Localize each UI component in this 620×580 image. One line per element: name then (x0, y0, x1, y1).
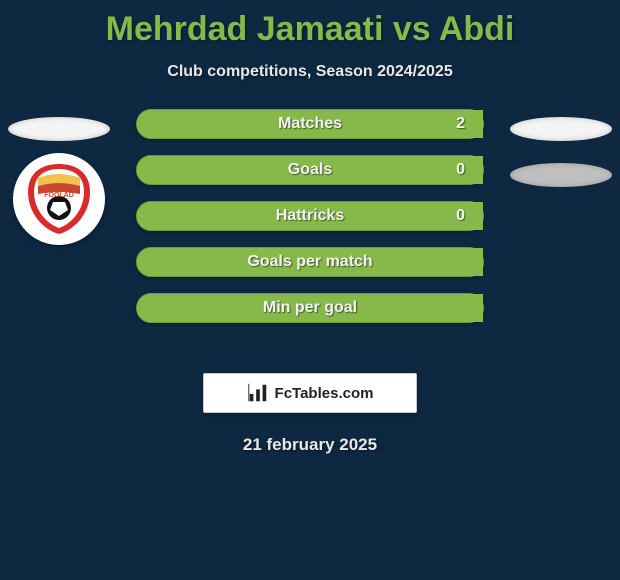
crest-right (515, 199, 607, 291)
stat-bars: Matches 2 Goals 0 Hattricks 0 Goals per … (136, 109, 484, 339)
bar-matches-label: Matches (137, 115, 483, 133)
flag-left-icon (8, 117, 110, 141)
bar-goals-value: 0 (456, 161, 465, 179)
bar-chart-icon (247, 382, 269, 404)
bar-matches: Matches 2 (136, 109, 484, 139)
bar-hattricks-label: Hattricks (137, 207, 483, 225)
bar-goals-label: Goals (137, 161, 483, 179)
bar-hattricks: Hattricks 0 (136, 201, 484, 231)
comparison-layout: FOOLAD Matches 2 Goals 0 Hattricks 0 Goa… (0, 109, 620, 359)
flag-right-2-icon (510, 163, 612, 187)
crest-left: FOOLAD (13, 153, 105, 245)
player-right-col (506, 117, 616, 291)
page-title: Mehrdad Jamaati vs Abdi (0, 0, 620, 49)
date-text: 21 february 2025 (0, 435, 620, 455)
bar-goals: Goals 0 (136, 155, 484, 185)
flag-right-1-icon (510, 117, 612, 141)
bar-mpg: Min per goal (136, 293, 484, 323)
player-left-col: FOOLAD (4, 117, 114, 245)
bar-hattricks-value: 0 (456, 207, 465, 225)
svg-text:FOOLAD: FOOLAD (44, 192, 74, 199)
bar-matches-value: 2 (456, 115, 465, 133)
bar-gpm: Goals per match (136, 247, 484, 277)
bar-gpm-label: Goals per match (137, 253, 483, 271)
footer-badge[interactable]: FcTables.com (203, 373, 417, 413)
footer-brand-text: FcTables.com (275, 385, 374, 402)
subtitle: Club competitions, Season 2024/2025 (0, 63, 620, 81)
foolad-crest-icon: FOOLAD (20, 160, 98, 238)
bar-mpg-label: Min per goal (137, 299, 483, 317)
